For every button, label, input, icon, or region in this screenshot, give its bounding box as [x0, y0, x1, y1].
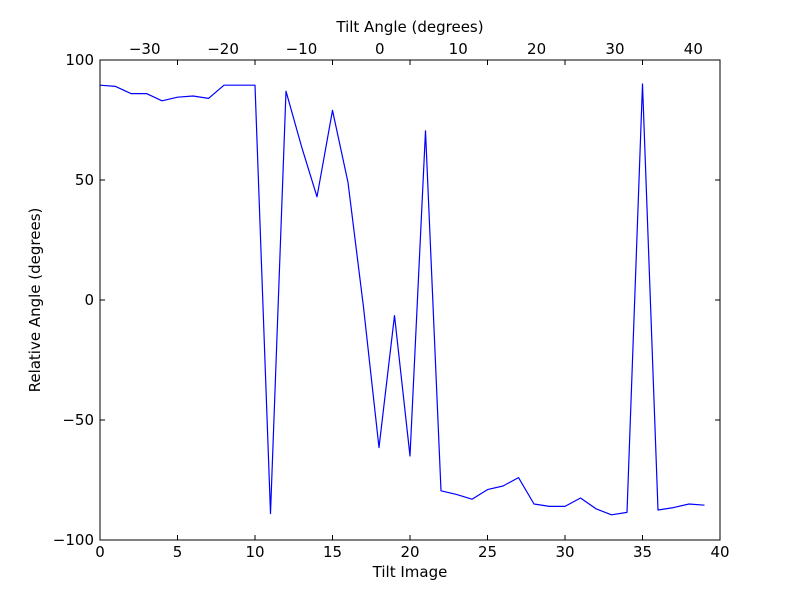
y-tick-label: −50 — [62, 411, 94, 429]
y-tick-label: 50 — [75, 171, 94, 189]
top-tick-label: 0 — [375, 40, 385, 58]
x-tick-label: 30 — [555, 543, 574, 561]
x-tick-label: 40 — [710, 543, 729, 561]
x-tick-label: 0 — [95, 543, 105, 561]
x-tick-label: 5 — [173, 543, 183, 561]
x-tick-label: 10 — [245, 543, 264, 561]
top-tick-label: −20 — [207, 40, 239, 58]
plot-frame — [99, 59, 721, 541]
top-axis-title: Tilt Angle (degrees) — [335, 18, 483, 36]
top-tick-label: 10 — [449, 40, 468, 58]
y-tick-label: 100 — [65, 51, 94, 69]
top-tick-label: 20 — [527, 40, 546, 58]
x-tick-label: 25 — [478, 543, 497, 561]
y-tick-label: 0 — [84, 291, 94, 309]
top-tick-label: 30 — [605, 40, 624, 58]
x-tick-label: 35 — [633, 543, 652, 561]
plot-marks: 0 5 10 15 20 25 30 35 40−30 −20 −10 0 10 20 30 40100500… — [53, 40, 730, 561]
top-tick-label: −10 — [286, 40, 318, 58]
top-tick-label: 40 — [684, 40, 703, 58]
x-axis-title: Tilt Image — [372, 563, 448, 581]
y-tick-label: −100 — [53, 531, 94, 549]
series-line — [99, 83, 705, 516]
y-axis-title: Relative Angle (degrees) — [26, 208, 44, 393]
top-tick-label: −30 — [129, 40, 161, 58]
x-tick-label: 20 — [400, 543, 419, 561]
x-tick-label: 15 — [323, 543, 342, 561]
